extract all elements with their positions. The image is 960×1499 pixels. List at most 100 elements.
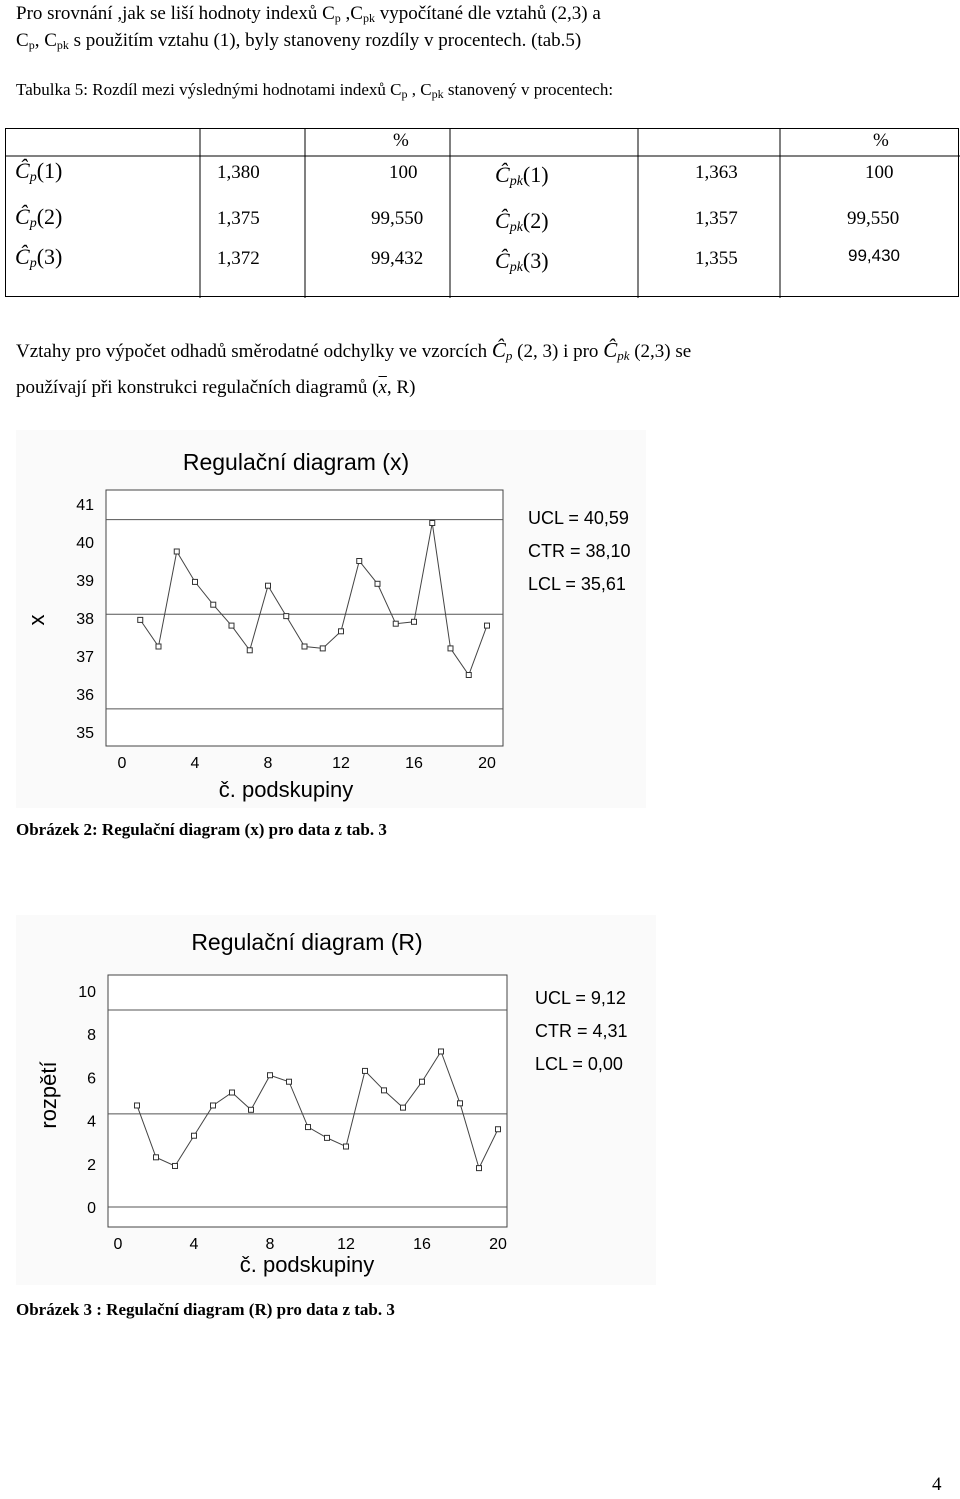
data-point bbox=[286, 1078, 292, 1085]
data-point bbox=[153, 1154, 159, 1161]
cpk-percent: 99,430 bbox=[848, 246, 900, 265]
cp-hat-symbol: Ĉp(3) bbox=[15, 244, 63, 271]
cpk-hat-symbol: Ĉpk(3) bbox=[495, 248, 549, 275]
data-point bbox=[191, 1132, 197, 1139]
data-point bbox=[267, 1072, 273, 1079]
paragraph-line-1: Vztahy pro výpočet odhadů směrodatné odc… bbox=[16, 338, 692, 363]
data-point bbox=[172, 1162, 178, 1169]
data-point bbox=[134, 1102, 140, 1109]
paragraph-line-2: používají při konstrukci regulačních dia… bbox=[16, 377, 416, 398]
intro-line-1: Pro srovnání ,jak se liší hodnoty indexů… bbox=[16, 3, 601, 25]
x-tick-label: 8 bbox=[264, 755, 273, 772]
y-tick-label: 35 bbox=[76, 725, 94, 742]
cp-value: 1,380 bbox=[217, 162, 260, 183]
data-point bbox=[301, 643, 308, 650]
data-point bbox=[324, 1134, 330, 1141]
data-point bbox=[137, 616, 144, 623]
cpk-value: 1,363 bbox=[695, 162, 738, 183]
data-point bbox=[495, 1126, 501, 1133]
page-number: 4 bbox=[932, 1474, 942, 1495]
y-tick-label: 8 bbox=[87, 1027, 96, 1044]
data-point bbox=[400, 1104, 406, 1111]
data-point bbox=[305, 1124, 311, 1131]
y-tick-label: 2 bbox=[87, 1157, 96, 1174]
x-tick-label: 12 bbox=[332, 755, 350, 772]
x-axis-label: č. podskupiny bbox=[219, 777, 354, 802]
plot-area bbox=[107, 974, 508, 1228]
cp-value: 1,372 bbox=[217, 248, 260, 269]
data-point bbox=[438, 1048, 444, 1055]
control-limit-label: UCL = 9,12 bbox=[535, 988, 626, 1008]
percent-header-cpk: % bbox=[873, 130, 889, 151]
cpk-percent: 100 bbox=[865, 162, 894, 183]
x-tick-label: 8 bbox=[266, 1236, 275, 1253]
data-point bbox=[447, 645, 454, 652]
data-point bbox=[338, 628, 344, 635]
cpk-percent: 99,550 bbox=[847, 208, 900, 229]
x-tick-label: 4 bbox=[191, 755, 200, 772]
intro-line-2: Cp, Cpk s použitím vztahu (1), byly stan… bbox=[16, 30, 582, 52]
data-series-line bbox=[139, 522, 488, 677]
data-point bbox=[210, 1102, 216, 1109]
data-point bbox=[362, 1067, 368, 1074]
control-limit-label: CTR = 38,10 bbox=[528, 541, 631, 561]
y-tick-label: 0 bbox=[87, 1200, 96, 1217]
x-tick-label: 12 bbox=[337, 1236, 355, 1253]
data-point bbox=[248, 1106, 254, 1113]
x-tick-label: 16 bbox=[413, 1236, 431, 1253]
x-tick-label: 20 bbox=[489, 1236, 507, 1253]
cpk-hat-symbol: Ĉpk(1) bbox=[495, 162, 549, 189]
y-tick-label: 10 bbox=[78, 984, 96, 1001]
data-point bbox=[484, 622, 490, 629]
cpk-value: 1,355 bbox=[695, 248, 738, 269]
x-tick-label: 4 bbox=[190, 1236, 199, 1253]
y-tick-label: 38 bbox=[76, 611, 94, 628]
percent-header-cp: % bbox=[393, 130, 409, 151]
data-point bbox=[356, 558, 363, 564]
control-limit-label: LCL = 35,61 bbox=[528, 574, 626, 594]
cpk-value: 1,357 bbox=[695, 208, 738, 229]
data-point bbox=[173, 548, 180, 555]
y-tick-label: 39 bbox=[76, 573, 94, 590]
y-tick-label: 4 bbox=[87, 1114, 96, 1131]
figure-2-caption: Obrázek 2: Regulační diagram (x) pro dat… bbox=[16, 820, 387, 839]
data-series-line bbox=[136, 1050, 499, 1170]
control-limit-label: UCL = 40,59 bbox=[528, 508, 629, 528]
data-point bbox=[229, 1089, 235, 1096]
cp-hat-inline: Ĉp bbox=[491, 338, 513, 363]
cp-hat-symbol: Ĉp(2) bbox=[15, 204, 63, 231]
data-point bbox=[429, 520, 436, 526]
data-point bbox=[283, 613, 290, 620]
data-point bbox=[343, 1143, 349, 1150]
chart-title: Regulační diagram (x) bbox=[183, 449, 409, 475]
cp-percent: 99,550 bbox=[371, 208, 424, 229]
x-tick-label: 0 bbox=[118, 755, 127, 772]
x-tick-label: 20 bbox=[478, 755, 496, 772]
data-point bbox=[419, 1078, 425, 1085]
data-point bbox=[319, 645, 326, 652]
x-tick-label: 0 bbox=[114, 1236, 123, 1253]
plot-area bbox=[105, 489, 504, 747]
y-tick-label: 6 bbox=[87, 1070, 96, 1087]
data-point bbox=[246, 647, 253, 654]
x-axis-label: č. podskupiny bbox=[240, 1252, 375, 1277]
y-tick-label: 40 bbox=[76, 535, 94, 552]
data-point bbox=[228, 622, 235, 629]
cp-percent: 100 bbox=[389, 162, 418, 183]
data-point bbox=[265, 582, 271, 589]
data-point bbox=[411, 618, 417, 625]
cp-percent: 99,432 bbox=[371, 248, 424, 269]
control-limit-label: CTR = 4,31 bbox=[535, 1021, 628, 1041]
data-point bbox=[476, 1165, 482, 1172]
table-grid bbox=[5, 128, 960, 298]
body-paragraph: Vztahy pro výpočet odhadů směrodatné odc… bbox=[16, 332, 946, 406]
chart-title: Regulační diagram (R) bbox=[191, 929, 422, 955]
x-bar-symbol: x bbox=[378, 377, 387, 398]
cp-hat-symbol: Ĉp(1) bbox=[15, 158, 63, 185]
intro-paragraph: Pro srovnání ,jak se liší hodnoty indexů… bbox=[16, 0, 946, 54]
r-control-chart: Regulační diagram (R) 0 2 4 6 8 10 0 4 8 12 16 20 č. … bbox=[16, 915, 656, 1285]
data-point bbox=[155, 643, 162, 650]
cpk-hat-symbol: Ĉpk(2) bbox=[495, 208, 549, 235]
y-tick-label: 36 bbox=[76, 687, 94, 704]
data-point bbox=[392, 620, 399, 627]
